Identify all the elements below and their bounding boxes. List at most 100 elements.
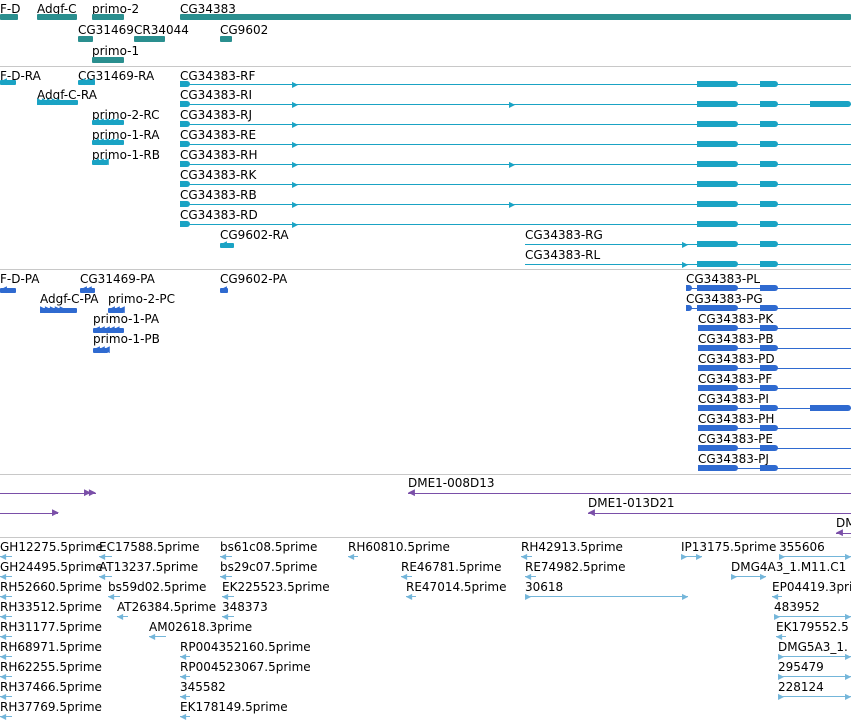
transcripts-exon-block[interactable] [697, 121, 738, 127]
transcripts-exon-block[interactable] [180, 101, 190, 107]
proteins-exon-block[interactable] [686, 285, 692, 291]
proteins-exon-block[interactable] [698, 445, 738, 451]
ests-feature-label[interactable]: 30618 [525, 580, 564, 594]
ests-feature-label[interactable]: GH12275.5prime [0, 540, 103, 554]
transcripts-exon-block[interactable] [760, 241, 778, 247]
ests-feature-label[interactable]: EP04419.3prime [772, 580, 851, 594]
ests-feature-label[interactable]: DMG5A3_1. [778, 640, 848, 654]
proteins-exon-block[interactable] [760, 405, 778, 411]
proteins-exon-block[interactable] [760, 445, 778, 451]
transcripts-exon-block[interactable] [697, 141, 738, 147]
ests-feature-line[interactable] [180, 676, 190, 677]
ests-feature-label[interactable]: RH37466.5prime [0, 680, 102, 694]
transcripts-feature-label[interactable]: CG34383-RK [180, 168, 257, 182]
transcripts-feature-label[interactable]: CG34383-RG [525, 228, 603, 242]
ests-feature-label[interactable]: DMG4A3_1.M11.C1 [731, 560, 847, 574]
proteins-feature-label[interactable]: F-D-PA [0, 272, 40, 286]
transcripts-feature-label[interactable]: primo-1-RA [92, 128, 160, 142]
transcripts-feature-glyph[interactable] [37, 100, 78, 105]
transcripts-feature-label[interactable]: CG31469-RA [78, 69, 155, 83]
ests-feature-line[interactable] [778, 696, 851, 697]
genes-feature-glyph[interactable] [92, 14, 124, 20]
proteins-feature-label[interactable]: CG34383-PI [698, 392, 769, 406]
ests-feature-line[interactable] [180, 656, 190, 657]
transcripts-exon-block[interactable] [180, 201, 190, 207]
ests-feature-label[interactable]: 295479 [778, 660, 824, 674]
proteins-exon-block[interactable] [686, 305, 692, 311]
proteins-feature-label[interactable]: primo-2-PC [108, 292, 176, 306]
genes-feature-glyph[interactable] [78, 36, 93, 42]
ests-feature-line[interactable] [348, 556, 358, 557]
ests-feature-line[interactable] [180, 696, 190, 697]
ests-feature-label[interactable]: bs29c07.5prime [220, 560, 318, 574]
transcripts-feature-label[interactable]: primo-1-RB [92, 148, 161, 162]
ests-feature-label[interactable]: 228124 [778, 680, 824, 694]
transcripts-exon-block[interactable] [697, 241, 738, 247]
transcripts-exon-block[interactable] [760, 81, 778, 87]
genes-feature-label[interactable]: primo-2 [92, 2, 140, 16]
proteins-feature-glyph[interactable] [80, 288, 95, 293]
proteins-exon-block[interactable] [698, 365, 738, 371]
ests-feature-label[interactable]: RH33512.5prime [0, 600, 102, 614]
proteins-exon-block[interactable] [760, 285, 778, 291]
transcripts-exon-block[interactable] [697, 261, 738, 267]
proteins-feature-label[interactable]: CG34383-PB [698, 332, 774, 346]
ests-feature-line[interactable] [778, 676, 851, 677]
ests-feature-label[interactable]: GH24495.5prime [0, 560, 103, 574]
transcripts-feature-label[interactable]: Adgf-C-RA [37, 88, 97, 102]
proteins-exon-block[interactable] [760, 465, 778, 471]
ests-feature-label[interactable]: IP13175.5prime [681, 540, 777, 554]
transcripts-exon-block[interactable] [697, 181, 738, 187]
bacs-feature-label[interactable]: DME1-013D21 [588, 496, 675, 510]
transcripts-feature-label[interactable]: F-D-RA [0, 69, 41, 83]
ests-feature-label[interactable]: RH60810.5prime [348, 540, 450, 554]
genes-feature-glyph[interactable] [92, 57, 124, 63]
ests-feature-label[interactable]: AT13237.5prime [99, 560, 199, 574]
ests-feature-line[interactable] [0, 556, 12, 557]
transcripts-feature-glyph[interactable] [92, 160, 108, 165]
ests-feature-label[interactable]: bs61c08.5prime [220, 540, 318, 554]
proteins-feature-label[interactable]: CG34383-PE [698, 432, 773, 446]
genes-feature-glyph[interactable] [134, 36, 165, 42]
ests-feature-label[interactable]: 355606 [779, 540, 825, 554]
proteins-exon-block[interactable] [698, 385, 738, 391]
ests-feature-line[interactable] [0, 596, 12, 597]
genes-feature-label[interactable]: CR34044 [134, 23, 189, 37]
transcripts-exon-block[interactable] [180, 181, 190, 187]
ests-feature-line[interactable] [0, 636, 12, 637]
bacs-feature-line[interactable] [0, 493, 96, 494]
ests-feature-label[interactable]: RH42913.5prime [521, 540, 623, 554]
transcripts-exon-block[interactable] [697, 81, 738, 87]
ests-feature-label[interactable]: bs59d02.5prime [108, 580, 207, 594]
proteins-exon-block[interactable] [697, 305, 738, 311]
bacs-feature-label[interactable]: DME1-008D13 [408, 476, 495, 490]
ests-feature-line[interactable] [108, 596, 120, 597]
transcripts-feature-label[interactable]: CG9602-RA [220, 228, 289, 242]
genes-feature-label[interactable]: primo-1 [92, 44, 140, 58]
proteins-feature-label[interactable]: CG34383-PD [698, 352, 775, 366]
proteins-exon-block[interactable] [760, 345, 778, 351]
proteins-feature-label[interactable]: CG34383-PK [698, 312, 774, 326]
ests-feature-label[interactable]: RP004523067.5prime [180, 660, 311, 674]
ests-feature-line[interactable] [117, 616, 128, 617]
genes-feature-label[interactable]: CG34383 [180, 2, 236, 16]
proteins-feature-label[interactable]: CG34383-PJ [698, 452, 769, 466]
transcripts-exon-block[interactable] [697, 201, 738, 207]
proteins-feature-label[interactable]: CG34383-PG [686, 292, 763, 306]
ests-feature-label[interactable]: RH68971.5prime [0, 640, 102, 654]
transcripts-exon-block[interactable] [697, 161, 738, 167]
ests-feature-line[interactable] [222, 616, 234, 617]
ests-feature-line[interactable] [778, 656, 851, 657]
proteins-feature-label[interactable]: primo-1-PA [93, 312, 160, 326]
transcripts-feature-label[interactable]: CG34383-RB [180, 188, 257, 202]
transcripts-feature-label[interactable]: CG34383-RL [525, 248, 601, 262]
transcripts-exon-block[interactable] [760, 161, 778, 167]
ests-feature-line[interactable] [772, 596, 782, 597]
ests-feature-label[interactable]: EK225523.5prime [222, 580, 330, 594]
transcripts-feature-glyph[interactable] [92, 140, 124, 145]
bacs-feature-line[interactable] [408, 493, 851, 494]
proteins-exon-block[interactable] [697, 285, 738, 291]
bacs-feature-label[interactable]: DM [836, 516, 851, 530]
ests-feature-label[interactable]: RH37769.5prime [0, 700, 102, 714]
transcripts-feature-glyph[interactable] [0, 80, 16, 85]
